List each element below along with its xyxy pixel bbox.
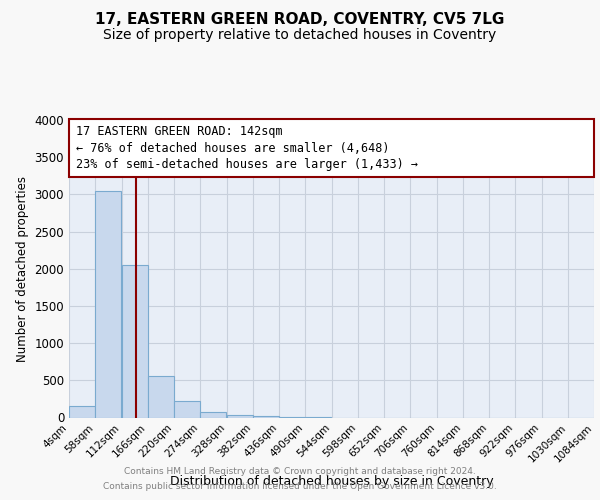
Bar	[69, 406, 95, 418]
Text: 17 EASTERN GREEN ROAD: 142sqm: 17 EASTERN GREEN ROAD: 142sqm	[76, 125, 283, 138]
Bar	[95, 190, 121, 418]
Bar	[279, 417, 305, 418]
Bar	[174, 401, 200, 417]
Bar	[253, 416, 279, 418]
Bar	[200, 412, 226, 418]
Text: ← 76% of detached houses are smaller (4,648): ← 76% of detached houses are smaller (4,…	[76, 142, 390, 154]
Text: Size of property relative to detached houses in Coventry: Size of property relative to detached ho…	[103, 28, 497, 42]
Bar	[121, 265, 148, 418]
Text: 23% of semi-detached houses are larger (1,433) →: 23% of semi-detached houses are larger (…	[76, 158, 418, 171]
Text: Contains HM Land Registry data © Crown copyright and database right 2024.: Contains HM Land Registry data © Crown c…	[124, 467, 476, 476]
Text: Contains public sector information licensed under the Open Government Licence v3: Contains public sector information licen…	[103, 482, 497, 491]
Y-axis label: Number of detached properties: Number of detached properties	[16, 176, 29, 362]
Bar	[227, 414, 253, 418]
Bar	[148, 376, 174, 418]
Text: 17, EASTERN GREEN ROAD, COVENTRY, CV5 7LG: 17, EASTERN GREEN ROAD, COVENTRY, CV5 7L…	[95, 12, 505, 28]
X-axis label: Distribution of detached houses by size in Coventry: Distribution of detached houses by size …	[170, 475, 493, 488]
